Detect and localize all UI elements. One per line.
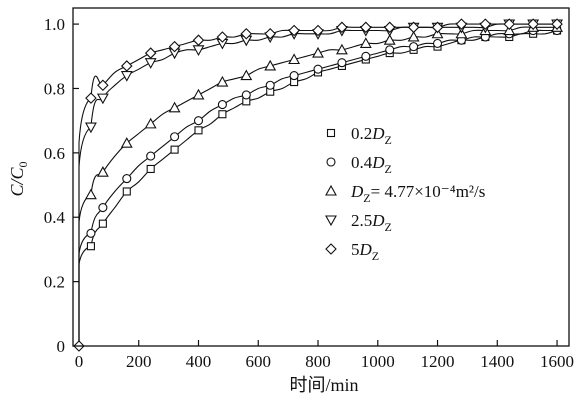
y-tick-label: 0.6	[44, 144, 65, 163]
series-2-point	[289, 71, 299, 81]
series-5-point	[97, 79, 109, 92]
series-2-point	[337, 58, 347, 68]
series-4-point	[144, 58, 157, 69]
series-3-point	[240, 69, 253, 81]
series-2-point	[86, 228, 96, 238]
series-4-point	[120, 71, 133, 82]
series-5-point	[431, 21, 444, 34]
x-tick-label: 1000	[361, 352, 395, 371]
series-3-point	[335, 43, 348, 55]
series-5-point	[192, 34, 205, 46]
legend-label-3: DZ= 4.77×10⁻⁴m²/s	[350, 182, 485, 205]
y-tick-label: 0	[57, 337, 66, 356]
series-1-point	[122, 187, 131, 196]
x-axis-title: 时间/min	[289, 375, 358, 395]
plot-frame	[72, 7, 570, 347]
series-2-point	[385, 45, 395, 55]
legend-label-4: 2.5DZ	[351, 211, 392, 234]
legend-marker-1	[326, 128, 336, 138]
series-5-point	[121, 60, 133, 72]
x-tick-label: 1400	[480, 352, 514, 371]
series-1-point	[146, 164, 155, 174]
series-5-point	[551, 18, 563, 30]
series-5-point	[240, 27, 253, 40]
y-axis-title-main: C/C	[7, 167, 27, 197]
series-2-point	[217, 100, 227, 110]
series-2-point	[241, 90, 251, 100]
x-tick-label: 0	[75, 352, 84, 371]
y-tick-label: 0.4	[44, 208, 66, 227]
series-5-point	[479, 18, 492, 30]
legend-marker-4	[325, 215, 337, 227]
series-3-point	[192, 88, 205, 100]
series-5-point	[264, 27, 276, 40]
x-tick-label: 1200	[421, 352, 455, 371]
series-2-point	[313, 64, 323, 74]
series-5-point	[168, 40, 181, 53]
series-3-point	[383, 34, 396, 45]
legend-label-2: 0.4DZ	[351, 153, 392, 176]
legend-label-5: 5DZ	[351, 240, 379, 263]
series-2-point	[361, 51, 371, 61]
series-5-point	[383, 21, 396, 34]
series-3-point	[120, 137, 133, 148]
series-3-point	[407, 30, 420, 42]
series-5-point	[144, 47, 157, 59]
series-5-point	[216, 31, 229, 43]
series-3-point	[168, 101, 181, 113]
tick-labels: 0 200 400 600 800 1000 1200 1400 1600 0 0.2 0.4 0.6 0…	[44, 15, 574, 371]
x-tick-label: 400	[186, 352, 212, 371]
series-2-point	[432, 38, 443, 48]
series-2-point	[146, 151, 156, 161]
x-tick-label: 1600	[540, 352, 574, 371]
series-1-point	[98, 219, 107, 228]
x-tick-label: 800	[305, 352, 331, 371]
series-1-point	[86, 242, 95, 251]
series-2-point	[170, 132, 180, 142]
series-5-point	[407, 21, 420, 34]
legend-marker-5	[325, 243, 337, 255]
y-tick-label: 0.2	[44, 273, 65, 292]
series-3-point	[288, 53, 301, 65]
series-5-point	[288, 24, 300, 37]
series-3-point	[216, 75, 229, 87]
y-tick-label: 0.8	[44, 79, 65, 98]
series-1-point	[194, 126, 203, 135]
legend-label-1: 0.2DZ	[351, 124, 392, 147]
series-1-point	[218, 110, 227, 119]
series-2-point	[193, 116, 204, 126]
y-axis-title: C/C0	[7, 161, 30, 196]
series-4-point	[84, 122, 97, 134]
series-5-point	[85, 92, 97, 104]
series-2-point	[122, 174, 132, 184]
series-2-point	[98, 203, 108, 213]
series-2-point	[409, 42, 419, 52]
series-5-point	[503, 18, 516, 30]
series-3-point	[264, 59, 277, 71]
axis-ticks	[73, 23, 558, 347]
series-5-point	[527, 18, 539, 30]
series-3-point	[312, 46, 324, 58]
series-markers	[73, 18, 563, 352]
x-tick-label: 600	[246, 352, 272, 371]
series-1-point	[170, 145, 179, 154]
series-5-point	[455, 18, 468, 30]
legend-marker-2	[326, 157, 336, 167]
series-4-point	[96, 93, 109, 105]
series-3-point	[359, 37, 372, 48]
legend-marker-3	[325, 184, 337, 196]
legend: 0.2DZ 0.4DZ DZ= 4.77×10⁻⁴m²/s 2.5DZ 5DZ	[325, 124, 485, 263]
series-3-point	[96, 166, 109, 177]
x-tick-label: 200	[126, 352, 152, 371]
series-5-point	[360, 21, 372, 34]
series-5-point	[312, 24, 324, 37]
series-3-point	[144, 117, 157, 129]
series-5-point	[336, 21, 348, 34]
y-axis-title-sub: 0	[16, 161, 30, 167]
series-3-point	[84, 188, 97, 200]
series-2-point	[265, 80, 275, 90]
y-tick-label: 1.0	[44, 15, 65, 34]
